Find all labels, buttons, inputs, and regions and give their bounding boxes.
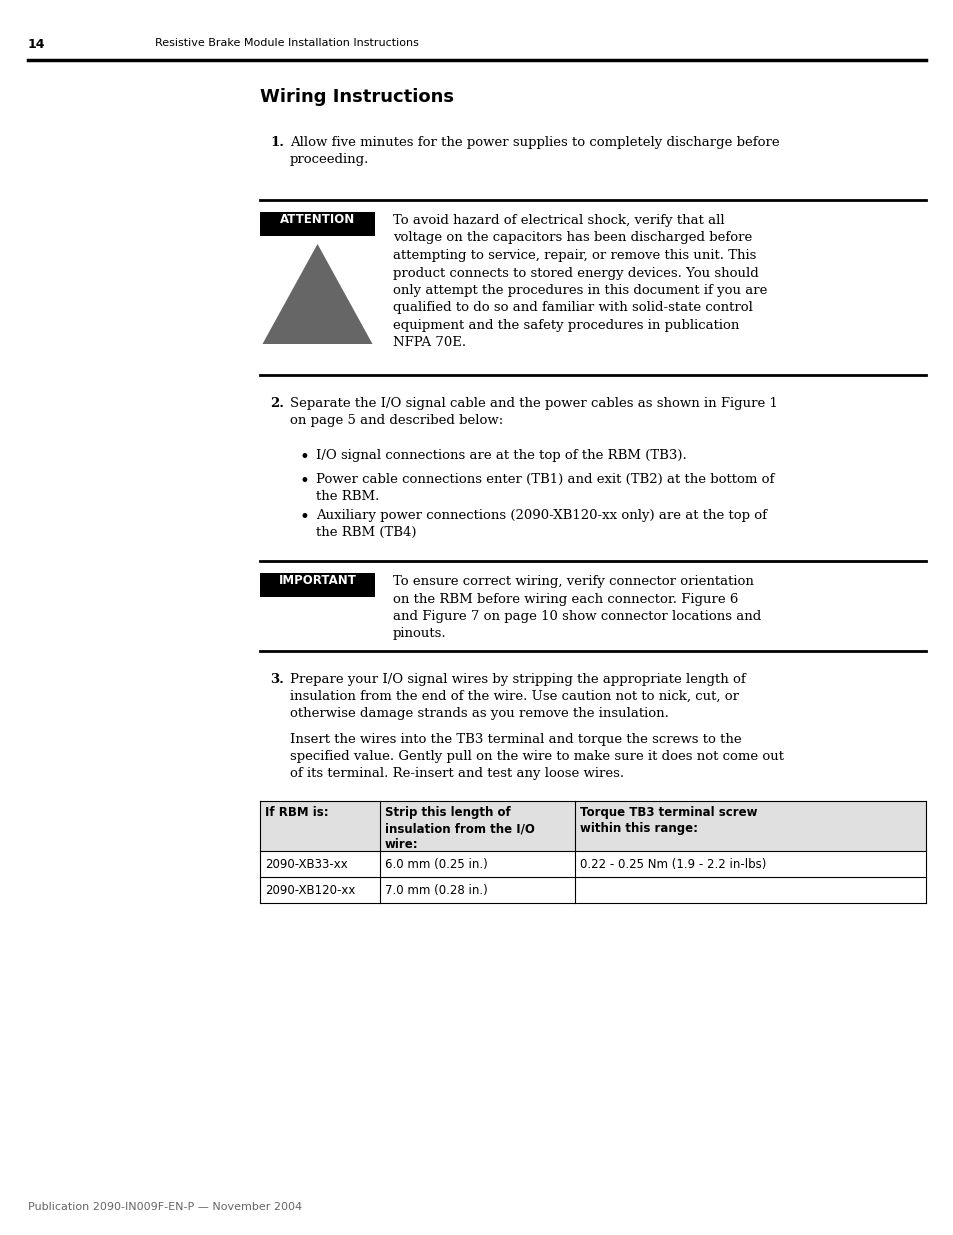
- Text: To avoid hazard of electrical shock, verify that all
voltage on the capacitors h: To avoid hazard of electrical shock, ver…: [393, 214, 766, 350]
- Text: 2090-XB33-xx: 2090-XB33-xx: [265, 858, 348, 871]
- Text: •: •: [299, 509, 310, 526]
- Text: I/O signal connections are at the top of the RBM (TB3).: I/O signal connections are at the top of…: [315, 450, 686, 462]
- Text: Allow five minutes for the power supplies to completely discharge before
proceed: Allow five minutes for the power supplie…: [290, 136, 779, 165]
- Text: 14: 14: [28, 38, 46, 51]
- Text: ATTENTION: ATTENTION: [279, 212, 355, 226]
- Text: Wiring Instructions: Wiring Instructions: [260, 88, 454, 106]
- Text: 0.22 - 0.25 Nm (1.9 - 2.2 in-lbs): 0.22 - 0.25 Nm (1.9 - 2.2 in-lbs): [579, 858, 765, 871]
- Text: 2.: 2.: [270, 396, 284, 410]
- Text: Insert the wires into the TB3 terminal and torque the screws to the
specified va: Insert the wires into the TB3 terminal a…: [290, 734, 783, 781]
- Text: Power cable connections enter (TB1) and exit (TB2) at the bottom of
the RBM.: Power cable connections enter (TB1) and …: [315, 473, 774, 503]
- Text: 3.: 3.: [270, 673, 284, 685]
- Text: •: •: [299, 450, 310, 466]
- Text: To ensure correct wiring, verify connector orientation
on the RBM before wiring : To ensure correct wiring, verify connect…: [393, 576, 760, 641]
- Text: If RBM is:: If RBM is:: [265, 806, 328, 819]
- Bar: [260, 802, 925, 851]
- Text: Publication 2090-IN009F-EN-P — November 2004: Publication 2090-IN009F-EN-P — November …: [28, 1202, 302, 1212]
- Text: Resistive Brake Module Installation Instructions: Resistive Brake Module Installation Inst…: [154, 38, 418, 48]
- Text: Prepare your I/O signal wires by stripping the appropriate length of
insulation : Prepare your I/O signal wires by strippi…: [290, 673, 745, 720]
- Text: 2090-XB120-xx: 2090-XB120-xx: [265, 884, 355, 897]
- Text: Separate the I/O signal cable and the power cables as shown in Figure 1
on page : Separate the I/O signal cable and the po…: [290, 396, 777, 427]
- Text: Torque TB3 terminal screw
within this range:: Torque TB3 terminal screw within this ra…: [579, 806, 757, 835]
- Bar: [260, 212, 375, 236]
- Polygon shape: [262, 245, 372, 345]
- Text: Auxiliary power connections (2090-XB120-xx only) are at the top of
the RBM (TB4): Auxiliary power connections (2090-XB120-…: [315, 509, 766, 538]
- Text: 7.0 mm (0.28 in.): 7.0 mm (0.28 in.): [385, 884, 487, 897]
- Text: 6.0 mm (0.25 in.): 6.0 mm (0.25 in.): [385, 858, 487, 871]
- Text: Strip this length of
insulation from the I/O
wire:: Strip this length of insulation from the…: [385, 806, 535, 851]
- Text: •: •: [299, 473, 310, 490]
- Bar: [260, 573, 375, 597]
- Text: 1.: 1.: [270, 136, 284, 149]
- Text: IMPORTANT: IMPORTANT: [278, 574, 356, 587]
